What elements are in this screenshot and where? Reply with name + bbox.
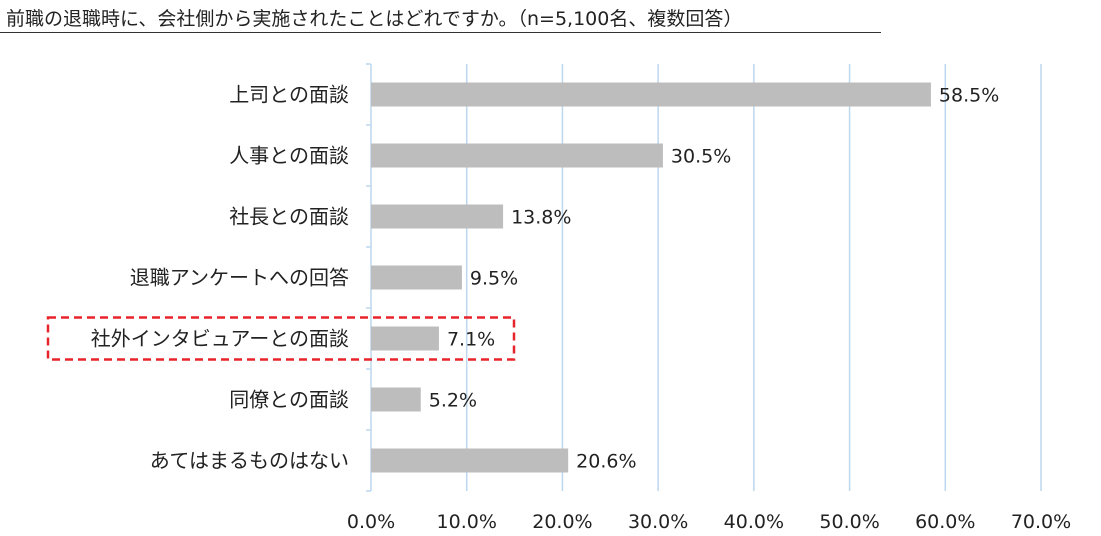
category-labels: 上司との面談人事との面談社長との面談退職アンケートへの回答社外インタビュアーとの… <box>91 83 349 473</box>
value-labels: 58.5% 30.5% 13.8% 9.5% 7.1% 5.2% 20.6% <box>429 85 1000 473</box>
chart-title: 前職の退職時に、会社側から実施されたことはどれですか。（n=5,100名、複数回… <box>6 8 743 30</box>
x-tick-labels: 0.0% 10.0% 20.0% 30.0% 40.0% 50.0% 60.0% 70.0% <box>347 511 1071 533</box>
category-label: 退職アンケートへの回答 <box>130 266 349 290</box>
gridlines <box>465 64 1042 491</box>
value-label: 7.1% <box>447 329 495 351</box>
bar-2 <box>371 204 504 229</box>
x-tick-label: 40.0% <box>724 511 784 533</box>
x-tick-label: 30.0% <box>628 511 688 533</box>
value-label: 58.5% <box>939 85 999 107</box>
value-label: 20.6% <box>576 451 636 473</box>
x-tick-label: 50.0% <box>819 511 879 533</box>
category-axis <box>366 63 372 492</box>
bar-5 <box>371 387 421 412</box>
highlight-dashed-box <box>46 316 516 361</box>
value-label: 30.5% <box>671 146 731 168</box>
category-label: あてはまるものはない <box>150 449 349 473</box>
bar-6 <box>371 448 569 473</box>
category-label: 同僚との面談 <box>229 388 349 412</box>
bar-1 <box>371 143 663 168</box>
x-tick-label: 70.0% <box>1011 511 1071 533</box>
category-label: 社長との面談 <box>229 205 349 229</box>
value-label: 13.8% <box>511 207 571 229</box>
chart-title-underline: 前職の退職時に、会社側から実施されたことはどれですか。（n=5,100名、複数回… <box>0 0 881 33</box>
bars <box>371 82 931 473</box>
bar-4 <box>371 326 439 351</box>
x-tick-label: 0.0% <box>347 511 395 533</box>
bar-0 <box>371 82 931 107</box>
highlight-box <box>46 316 516 361</box>
category-label: 社外インタビュアーとの面談 <box>91 327 349 351</box>
value-label: 5.2% <box>429 390 477 412</box>
x-tick-label: 10.0% <box>437 511 497 533</box>
category-label: 人事との面談 <box>229 144 349 168</box>
bar-3 <box>371 265 462 290</box>
x-tick-label: 20.0% <box>532 511 592 533</box>
category-label: 上司との面談 <box>229 83 349 107</box>
x-tick-label: 60.0% <box>915 511 975 533</box>
value-label: 9.5% <box>470 268 518 290</box>
